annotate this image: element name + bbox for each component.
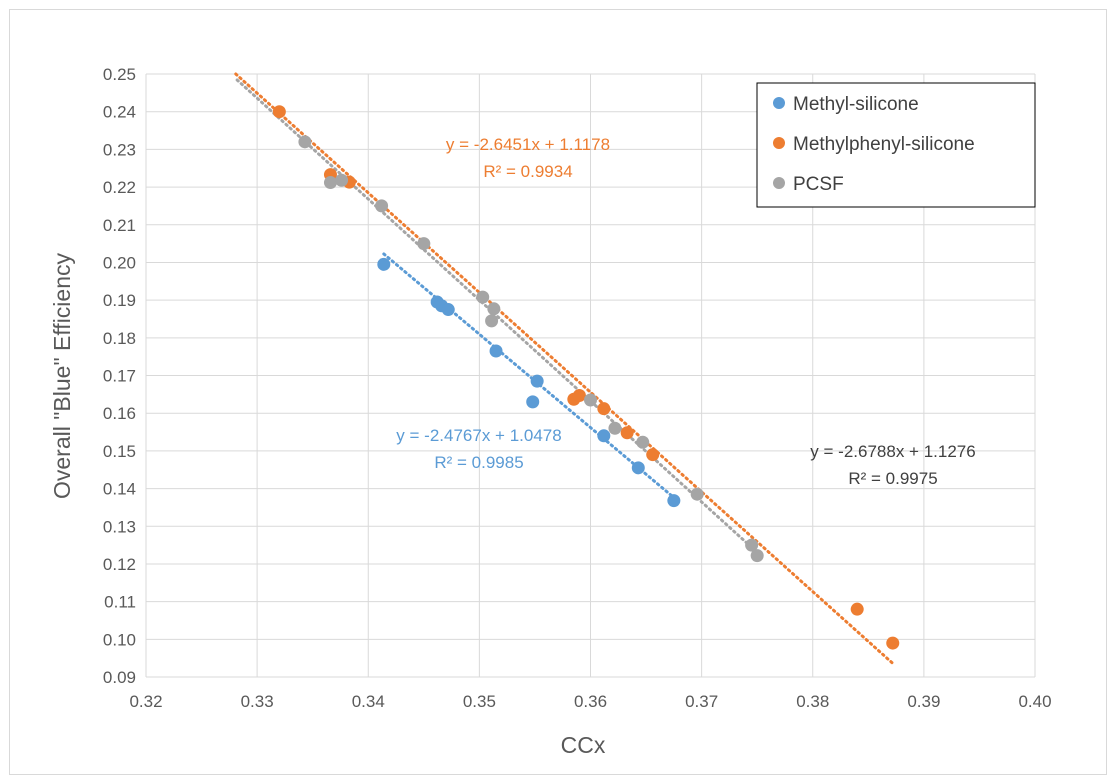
y-tick-label: 0.15	[103, 442, 136, 461]
y-tick-label: 0.14	[103, 480, 136, 499]
data-point-pcsf	[608, 421, 622, 435]
methyl-r2: R² = 0.9985	[434, 453, 523, 472]
data-point-pcsf	[750, 549, 764, 563]
data-point-pcsf	[417, 237, 431, 251]
legend-marker-pcsf	[773, 177, 785, 189]
x-tick-label: 0.37	[685, 692, 718, 711]
x-tick-label: 0.35	[463, 692, 496, 711]
data-point-methylphenyl-silicone	[572, 388, 586, 402]
data-point-pcsf	[298, 135, 312, 149]
data-point-methyl-silicone	[597, 429, 611, 443]
trendlines	[234, 72, 895, 665]
x-tick-label: 0.38	[796, 692, 829, 711]
data-point-pcsf	[485, 314, 499, 328]
data-point-methylphenyl-silicone	[272, 105, 286, 119]
data-points	[272, 105, 900, 650]
methylphenyl-equation: y = -2.6451x + 1.1178	[446, 135, 610, 154]
y-tick-label: 0.13	[103, 517, 136, 536]
legend-label-pcsf: PCSF	[793, 174, 844, 195]
x-tick-label: 0.34	[352, 692, 385, 711]
legend: Methyl-silicone Methylphenyl-silicone PC…	[756, 82, 1036, 208]
data-point-pcsf	[476, 290, 490, 304]
legend-label-methyl-silicone: Methyl-silicone	[793, 94, 919, 115]
legend-label-methylphenyl-silicone: Methylphenyl-silicone	[793, 134, 975, 155]
pcsf-r2: R² = 0.9975	[848, 469, 937, 488]
y-tick-label: 0.12	[103, 555, 136, 574]
data-point-methyl-silicone	[377, 257, 391, 271]
x-tick-label: 0.33	[241, 692, 274, 711]
legend-marker-methyl-silicone	[773, 97, 785, 109]
legend-marker-methylphenyl-silicone	[773, 137, 785, 149]
trendline-methylphenyl-silicone	[234, 72, 895, 665]
legend-item-methyl-silicone: Methyl-silicone	[773, 94, 919, 115]
y-tick-label: 0.11	[104, 593, 136, 612]
methylphenyl-trend-annotation: y = -2.6451x + 1.1178 R² = 0.9934	[446, 135, 610, 181]
y-tick-label: 0.19	[103, 291, 136, 310]
legend-item-methylphenyl-silicone: Methylphenyl-silicone	[773, 134, 975, 155]
y-axis-title: Overall "Blue" Efficiency	[49, 253, 75, 500]
legend-box	[756, 82, 1036, 208]
data-point-pcsf	[335, 173, 349, 187]
y-tick-label: 0.17	[103, 367, 136, 386]
data-point-methylphenyl-silicone	[646, 448, 660, 462]
data-point-pcsf	[375, 199, 389, 213]
y-tick-label: 0.22	[103, 178, 136, 197]
axes: 0.32 0.33 0.34 0.35 0.36 0.37 0.38 0.39 0.40 0.25…	[103, 65, 1052, 711]
data-point-pcsf	[745, 538, 759, 552]
trendline-pcsf	[235, 78, 759, 554]
data-point-methyl-silicone	[526, 395, 540, 409]
data-point-pcsf	[690, 487, 704, 501]
data-point-methylphenyl-silicone	[620, 426, 634, 440]
data-point-methyl-silicone	[667, 494, 681, 508]
y-tick-label: 0.21	[103, 216, 136, 235]
data-point-pcsf	[323, 176, 337, 190]
y-tick-label: 0.25	[103, 65, 136, 84]
methyl-equation: y = -2.4767x + 1.0478	[396, 426, 561, 445]
pcsf-trend-annotation: y = -2.6788x + 1.1276 R² = 0.9975	[810, 442, 975, 488]
x-tick-label: 0.32	[129, 692, 162, 711]
pcsf-equation: y = -2.6788x + 1.1276	[810, 442, 975, 461]
trendline-methyl-silicone	[382, 252, 676, 500]
methylphenyl-r2: R² = 0.9934	[483, 162, 572, 181]
y-tick-label: 0.23	[103, 140, 136, 159]
data-point-methyl-silicone	[530, 374, 544, 388]
x-tick-label: 0.39	[907, 692, 940, 711]
y-tick-label: 0.24	[103, 103, 136, 122]
y-tick-label: 0.20	[103, 253, 136, 272]
y-tick-label: 0.09	[103, 668, 136, 687]
methyl-trend-annotation: y = -2.4767x + 1.0478 R² = 0.9985	[396, 426, 561, 472]
x-tick-label: 0.40	[1018, 692, 1051, 711]
data-point-pcsf	[584, 393, 597, 407]
data-point-pcsf	[487, 302, 501, 316]
data-point-methylphenyl-silicone	[850, 602, 864, 616]
x-tick-label: 0.36	[574, 692, 607, 711]
y-tick-label: 0.10	[103, 630, 136, 649]
data-point-methylphenyl-silicone	[597, 402, 611, 416]
legend-item-pcsf: PCSF	[773, 174, 844, 195]
x-axis-title: CCx	[561, 732, 606, 758]
y-tick-label: 0.16	[103, 404, 136, 423]
data-point-methyl-silicone	[489, 344, 503, 358]
data-point-methyl-silicone	[441, 303, 455, 317]
data-point-methyl-silicone	[631, 461, 645, 475]
data-point-methylphenyl-silicone	[886, 636, 900, 650]
data-point-pcsf	[636, 435, 650, 449]
y-tick-label: 0.18	[103, 329, 136, 348]
